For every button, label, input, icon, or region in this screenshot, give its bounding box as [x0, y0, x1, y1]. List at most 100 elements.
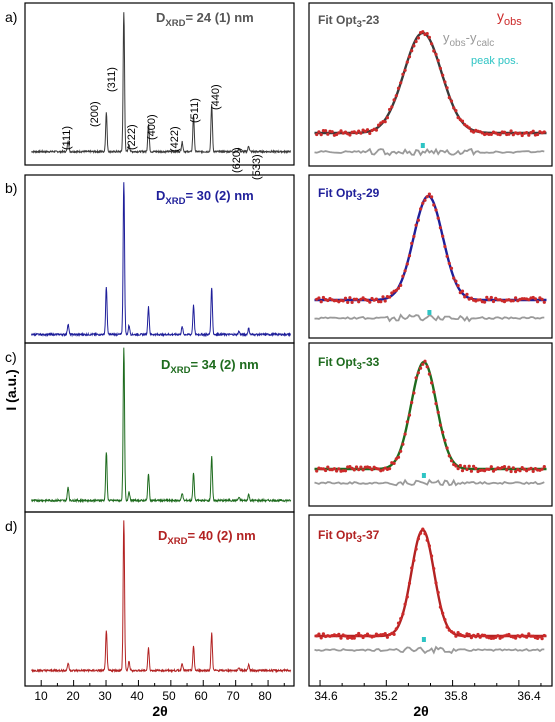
- left-x-axis-label: 2θ: [152, 703, 167, 719]
- yobs-point: [460, 119, 465, 123]
- yobs-point: [441, 611, 445, 615]
- yobs-point: [491, 469, 496, 473]
- yobs-point: [368, 466, 372, 470]
- yobs-point: [474, 635, 478, 639]
- yobs-point: [447, 96, 451, 100]
- yobs-point: [443, 80, 447, 84]
- yobs-point: [487, 298, 491, 302]
- yobs-point: [315, 469, 319, 473]
- yobs-point: [394, 627, 398, 631]
- yobs-point: [339, 636, 343, 640]
- yobs-point: [469, 296, 473, 300]
- yobs-point: [350, 466, 354, 470]
- yobs-point: [359, 634, 363, 638]
- yobs-point: [525, 131, 529, 135]
- xrd-pattern-d: [31, 520, 292, 674]
- yobs-point: [392, 632, 396, 637]
- yobs-points-b: [315, 192, 546, 304]
- fit-curve-c: [314, 360, 547, 471]
- yobs-point: [478, 635, 482, 639]
- yobs-point: [388, 295, 392, 299]
- yobs-point: [487, 467, 491, 471]
- yobs-point: [489, 465, 493, 469]
- yobs-point: [438, 605, 442, 609]
- yobs-point: [354, 131, 359, 135]
- yobs-point: [520, 297, 524, 301]
- yobs-point: [463, 295, 467, 299]
- yobs-point: [514, 636, 518, 640]
- yobs-point: [396, 621, 401, 625]
- yobs-point: [469, 636, 473, 640]
- yobs-point: [403, 602, 407, 606]
- yobs-point: [434, 402, 438, 406]
- yobs-point: [343, 469, 348, 473]
- yobs-point: [427, 35, 431, 40]
- yobs-point: [357, 468, 361, 472]
- yobs-point: [319, 300, 323, 304]
- yobs-point: [498, 133, 502, 137]
- yobs-point: [456, 631, 460, 635]
- yobs-point: [540, 467, 544, 471]
- yobs-point: [337, 467, 341, 471]
- yobs-point: [518, 131, 522, 135]
- fit-traces: [314, 30, 547, 655]
- left-xtick-50: 50: [162, 689, 176, 703]
- yobs-point: [352, 297, 356, 301]
- yobs-point: [465, 124, 469, 128]
- yobs-point: [454, 109, 458, 113]
- yobs-point: [425, 195, 429, 199]
- yobs-point: [465, 467, 469, 472]
- yobs-point: [357, 631, 361, 636]
- fit-title-a: Fit Opt3-23: [318, 13, 380, 30]
- yobs-point: [441, 430, 445, 434]
- yobs-point: [388, 467, 392, 471]
- yobs-point: [478, 298, 482, 302]
- yobs-point: [427, 372, 431, 376]
- yobs-point: [423, 359, 427, 363]
- left-frame-d: [24, 511, 295, 687]
- yobs-point: [405, 262, 409, 266]
- yobs-point: [319, 133, 323, 137]
- yobs-point: [370, 296, 374, 301]
- yobs-point: [447, 454, 451, 458]
- yobs-point: [434, 208, 438, 212]
- yobs-points-a: [315, 30, 546, 138]
- yobs-point: [365, 632, 370, 636]
- yobs-point: [533, 297, 538, 301]
- yobs-point: [339, 129, 343, 133]
- yobs-point: [430, 42, 434, 46]
- yobs-point: [445, 254, 449, 258]
- peak-pos-marker-c: [421, 473, 426, 478]
- yobs-point: [341, 299, 345, 303]
- yobs-point: [359, 131, 363, 135]
- yobs-point: [518, 469, 522, 473]
- yobs-point: [430, 195, 434, 199]
- yobs-point: [496, 634, 500, 638]
- left-xtick-80: 80: [258, 689, 272, 703]
- diff-curve-a: [314, 147, 545, 157]
- yobs-point: [383, 120, 387, 124]
- yobs-point: [483, 633, 487, 638]
- left-xtick-60: 60: [194, 689, 208, 703]
- yobs-point: [438, 226, 442, 230]
- dxrd-label-d: DXRD= 40 (2) nm: [158, 528, 256, 547]
- yobs-point: [394, 94, 398, 98]
- yobs-point: [434, 52, 438, 56]
- yobs-point: [472, 464, 476, 468]
- yobs-point: [430, 381, 434, 385]
- yobs-point: [405, 420, 409, 424]
- fit-title-b: Fit Opt3-29: [318, 186, 380, 203]
- yobs-point: [520, 133, 524, 138]
- yobs-point: [381, 468, 385, 472]
- yobs-point: [436, 216, 440, 220]
- xrd-pattern-c: [31, 347, 292, 504]
- yobs-point: [352, 468, 356, 472]
- yobs-point: [381, 295, 385, 299]
- yobs-point: [536, 300, 540, 304]
- yobs-point: [365, 128, 370, 132]
- yobs-point: [434, 581, 438, 585]
- yobs-point: [487, 132, 491, 136]
- hkl-labels: (111) (200) (311) (222) (400) (422) (511…: [61, 67, 263, 180]
- yobs-point: [421, 30, 425, 34]
- yobs-point: [354, 633, 359, 638]
